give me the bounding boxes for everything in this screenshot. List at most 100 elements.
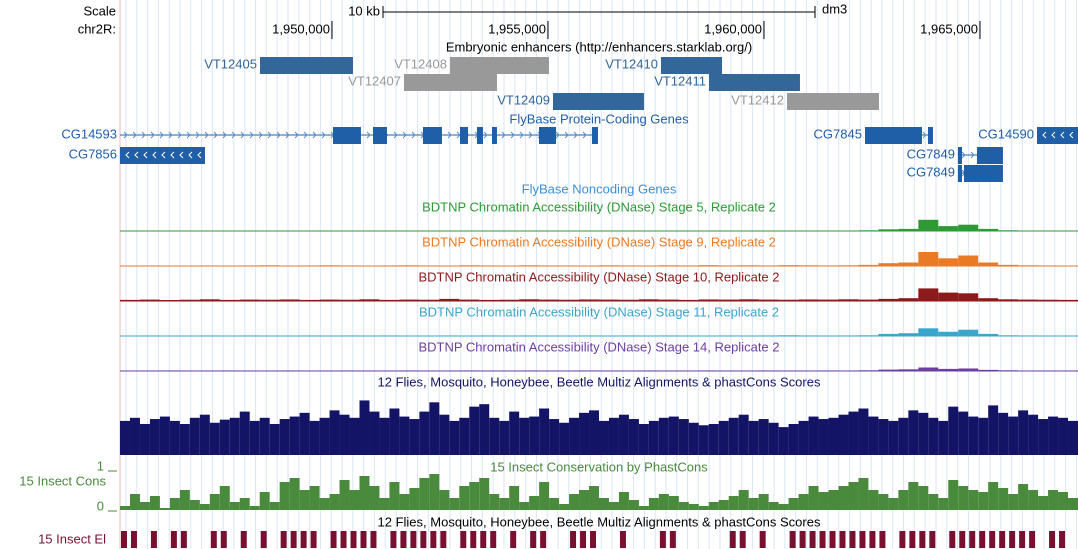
signal-bar: [219, 299, 240, 301]
conservation-bar: [688, 422, 699, 455]
signal-bar: [339, 370, 360, 371]
element-bar: [360, 531, 367, 548]
element-bar: [809, 531, 816, 548]
signal-bar: [918, 328, 939, 336]
signal-bar: [838, 299, 859, 301]
signal-bar: [519, 299, 540, 301]
signal-bar: [878, 229, 899, 231]
phastcons-bar: [798, 494, 809, 510]
phastcons-bar: [1048, 490, 1059, 510]
phastcons-bar: [918, 486, 929, 510]
phastcons-bar: [738, 490, 749, 510]
element-bar: [540, 531, 547, 548]
conservation-bar: [569, 417, 580, 455]
strand-arrow: [125, 151, 130, 159]
signal-bar: [758, 299, 779, 301]
gene-label: CG14593: [61, 126, 117, 141]
enhancer: [708, 74, 800, 91]
signal-bar: [159, 370, 180, 371]
conservation-bar: [768, 422, 779, 455]
exon: [491, 127, 497, 144]
phastcons-bar: [818, 492, 829, 510]
gene-label: CG14590: [978, 126, 1034, 141]
signal-bar: [339, 299, 360, 301]
element-bar: [210, 531, 217, 548]
conservation-bar: [1018, 410, 1029, 455]
signal-bar: [159, 300, 180, 301]
phastcons-bar: [968, 490, 979, 510]
strand-arrow: [240, 131, 245, 139]
enhancer: [449, 57, 549, 74]
element-bar: [300, 531, 307, 548]
phastcons-bar: [529, 496, 540, 510]
signal-bar: [858, 230, 879, 231]
strand-arrow: [177, 131, 182, 139]
strand-arrow: [222, 131, 227, 139]
conservation-bar: [638, 424, 649, 455]
signal-bar: [239, 265, 260, 266]
element-bar: [240, 531, 247, 548]
conservation-bar: [129, 417, 140, 455]
strand-arrow: [321, 131, 326, 139]
signal-bar: [459, 265, 480, 266]
element-bar: [460, 531, 467, 548]
conservation-bar: [229, 417, 240, 455]
strand-arrow: [195, 131, 200, 139]
enhancer-label: VT12407: [348, 73, 401, 88]
phastcons-bar: [219, 486, 230, 510]
conservation-bar: [379, 417, 390, 455]
conservation-bar: [738, 414, 749, 455]
signal-bar: [179, 299, 200, 301]
conservation-bar: [608, 417, 619, 455]
signal-bar: [898, 369, 919, 371]
strand-arrow: [483, 131, 488, 139]
strand-arrow: [197, 151, 202, 159]
track-title: FlyBase Noncoding Genes: [522, 181, 677, 196]
conservation-bar: [958, 411, 969, 455]
phastcons-bar: [189, 500, 200, 510]
phastcons-bar: [299, 490, 310, 510]
signal-bar: [958, 368, 979, 371]
signal-bar: [718, 299, 739, 301]
signal-bar: [239, 299, 260, 301]
conservation-bar: [529, 416, 540, 455]
scale-label: Scale: [83, 3, 116, 18]
conservation-bar: [978, 417, 989, 455]
strand-arrow: [168, 131, 173, 139]
conservation-bar: [559, 422, 570, 455]
conservation-bar: [149, 419, 160, 455]
signal-bar: [419, 265, 440, 266]
signal-bar: [499, 299, 520, 301]
element-bar: [909, 531, 916, 548]
conservation-bar: [289, 416, 300, 455]
phastcons-bar: [279, 482, 290, 510]
signal-bar: [858, 370, 879, 371]
x-tick-label: 1,950,000: [272, 21, 330, 36]
element-bar: [1019, 531, 1026, 548]
conservation-bar: [489, 417, 500, 455]
element-bar: [829, 531, 836, 548]
signal-bar: [519, 265, 540, 266]
enhancer: [403, 74, 497, 91]
strand-arrow: [303, 131, 308, 139]
phastcons-bar: [579, 490, 590, 510]
signal-bar: [818, 265, 839, 266]
signal-bar: [858, 299, 879, 301]
conservation-bar: [189, 417, 200, 455]
conservation-bar: [898, 417, 909, 455]
conservation-bar: [139, 424, 150, 455]
signal-bar: [918, 288, 939, 301]
strand-arrow: [366, 131, 371, 139]
signal-bar: [918, 367, 939, 371]
signal-bar: [758, 370, 779, 371]
conservation-bar: [658, 417, 669, 455]
enhancer-label: VT12412: [731, 92, 784, 107]
signal-bar: [818, 370, 839, 371]
signal-bar: [479, 335, 500, 336]
signal-bar: [279, 370, 300, 371]
signal-bar: [898, 262, 919, 266]
strand-arrow: [402, 131, 407, 139]
element-bar: [590, 531, 597, 548]
signal-bar: [339, 265, 360, 266]
